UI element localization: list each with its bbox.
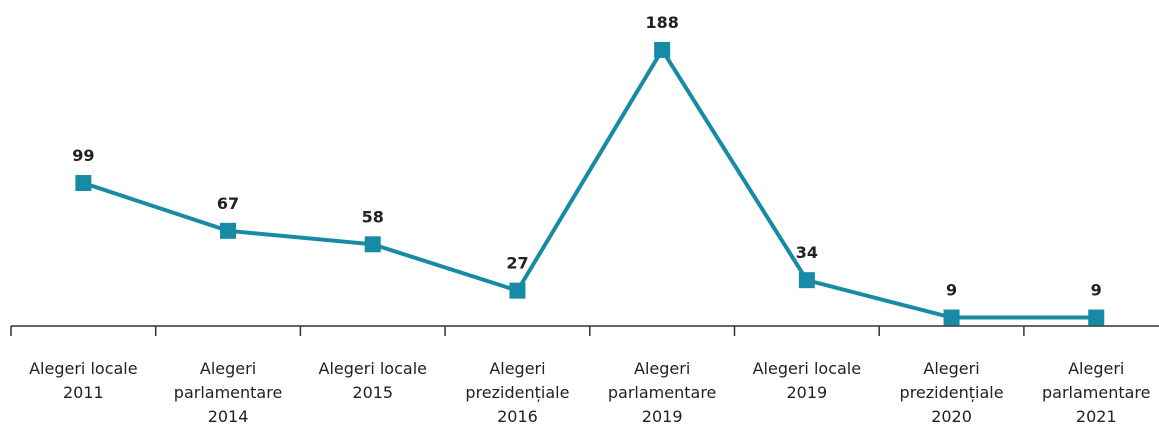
point	[364, 236, 381, 253]
point	[1088, 309, 1105, 326]
value-label: 9	[946, 281, 957, 300]
value-label: 27	[506, 254, 528, 273]
point	[654, 41, 671, 58]
x-tick-label: Alegeri locale 2011	[29, 359, 137, 402]
value-label: 58	[362, 207, 384, 226]
x-tick-label: Alegeri parlamentare 2021	[1042, 359, 1151, 425]
point	[943, 309, 960, 326]
value-label: 67	[217, 194, 239, 213]
value-label: 188	[645, 13, 678, 32]
x-tick-label: Alegeri locale 2015	[319, 359, 427, 402]
point	[798, 272, 815, 289]
value-label: 99	[72, 146, 94, 165]
x-tick-label: Alegeri parlamentare 2019	[608, 359, 717, 425]
point	[220, 222, 237, 239]
value-label: 34	[796, 243, 818, 262]
value-label: 9	[1091, 281, 1102, 300]
x-tick-label: Alegeri locale 2019	[753, 359, 861, 402]
x-tick-label: Alegeri prezidențiale 2016	[465, 359, 569, 425]
line	[82, 46, 1097, 320]
x-tick-label: Alegeri prezidențiale 2020	[900, 359, 1004, 425]
point	[509, 282, 526, 299]
point	[75, 174, 92, 191]
x-tick-label: Alegeri parlamentare 2014	[174, 359, 283, 425]
